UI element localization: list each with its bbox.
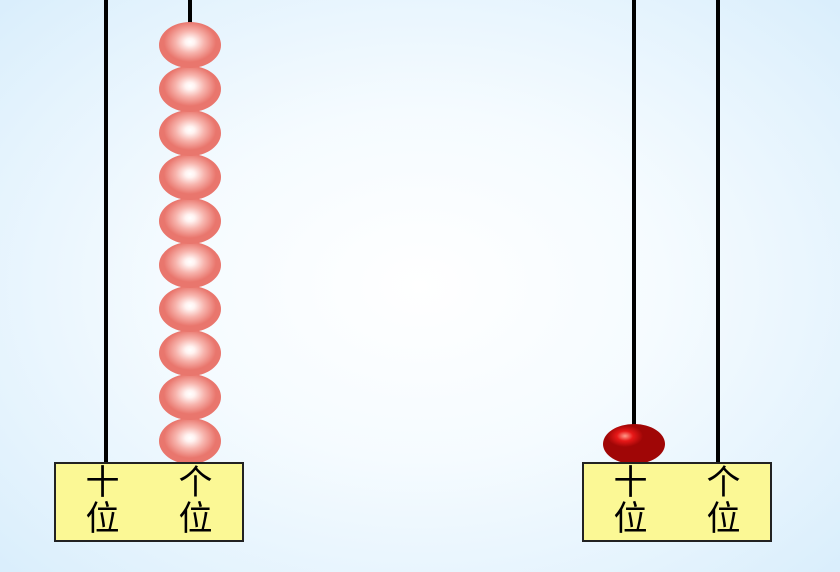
bead-ones-left-6 (159, 198, 221, 244)
ones-label-top-left: 个 (179, 466, 213, 502)
tens-label-top-right: 十 (614, 466, 648, 502)
bead-ones-left-10 (159, 22, 221, 68)
ones-label-bottom-left: 位 (179, 502, 213, 538)
bead-ones-left-5 (159, 242, 221, 288)
rod-tens-right (632, 0, 636, 462)
bead-tens-right-1 (603, 424, 665, 464)
rod-ones-right (716, 0, 720, 462)
rod-tens-left (104, 0, 108, 462)
ones-label-top-right: 个 (707, 466, 741, 502)
bead-ones-left-8 (159, 110, 221, 156)
bead-ones-left-7 (159, 154, 221, 200)
base-left: 十 位 个 位 (54, 462, 244, 542)
bead-ones-left-9 (159, 66, 221, 112)
bead-ones-left-1 (159, 418, 221, 464)
tens-label-bottom-right: 位 (614, 502, 648, 538)
tens-label-top-left: 十 (86, 466, 120, 502)
bead-ones-left-4 (159, 286, 221, 332)
tens-label-bottom-left: 位 (86, 502, 120, 538)
bead-ones-left-3 (159, 330, 221, 376)
base-right: 十 位 个 位 (582, 462, 772, 542)
ones-label-bottom-right: 位 (707, 502, 741, 538)
bead-ones-left-2 (159, 374, 221, 420)
